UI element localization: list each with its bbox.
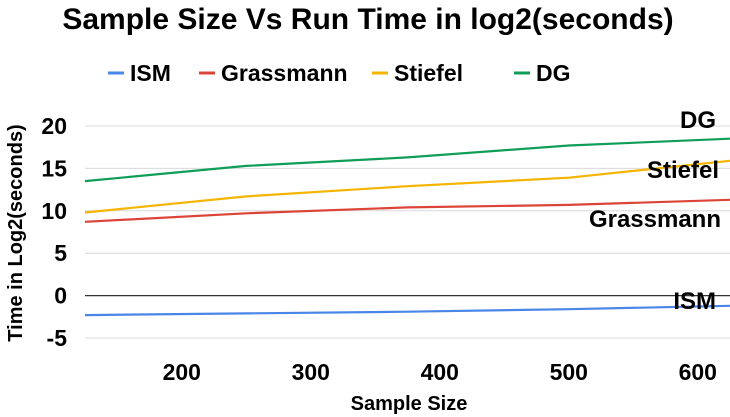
legend: ISM Grassmann Stiefel DG bbox=[108, 60, 571, 86]
chart-title: Sample Size Vs Run Time in log2(seconds) bbox=[62, 3, 673, 36]
series-line-stiefel bbox=[84, 159, 730, 214]
y-tick-label: 10 bbox=[41, 198, 67, 224]
series-line-ism bbox=[84, 304, 730, 317]
y-axis-label: Time in Log2(seconds) bbox=[5, 124, 27, 341]
line-annotations: DG Stiefel Grassmann ISM bbox=[589, 107, 721, 315]
gridlines bbox=[85, 125, 730, 339]
annotation-ism: ISM bbox=[673, 288, 716, 315]
y-tick-label: -5 bbox=[47, 325, 68, 351]
legend-label-dg: DG bbox=[536, 60, 571, 86]
series-line-grassmann bbox=[84, 198, 730, 223]
x-tick-label: 200 bbox=[163, 359, 201, 385]
y-tick-label: 20 bbox=[41, 113, 67, 139]
y-tick-label: 15 bbox=[41, 155, 67, 181]
x-axis-label: Sample Size bbox=[351, 393, 468, 415]
legend-label-ism: ISM bbox=[130, 60, 171, 86]
series-line-dg bbox=[84, 137, 730, 183]
y-axis-ticks: 20 15 10 5 0 -5 bbox=[41, 113, 67, 351]
x-tick-label: 600 bbox=[679, 359, 717, 385]
x-axis-ticks: 200 300 400 500 600 bbox=[163, 359, 717, 385]
x-tick-label: 400 bbox=[421, 359, 459, 385]
x-tick-label: 500 bbox=[550, 359, 588, 385]
annotation-dg: DG bbox=[680, 107, 716, 134]
series-lines bbox=[84, 137, 730, 317]
y-tick-label: 5 bbox=[54, 240, 67, 266]
legend-label-stiefel: Stiefel bbox=[394, 60, 463, 86]
y-tick-label: 0 bbox=[54, 283, 67, 309]
x-tick-label: 300 bbox=[292, 359, 330, 385]
annotation-stiefel: Stiefel bbox=[647, 157, 719, 184]
legend-label-grassmann: Grassmann bbox=[221, 60, 348, 86]
annotation-grassmann: Grassmann bbox=[589, 206, 721, 233]
